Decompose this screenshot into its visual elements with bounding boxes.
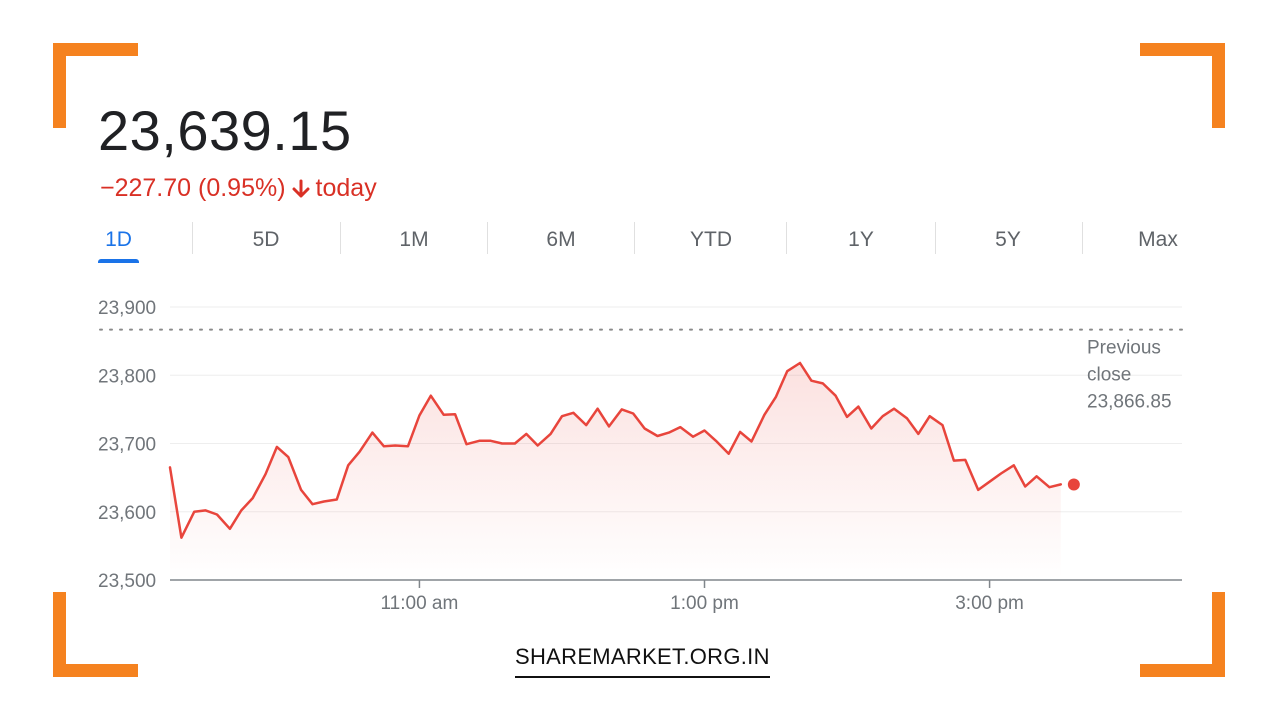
- previous-close-label: close: [1087, 365, 1131, 386]
- tab-1y[interactable]: 1Y: [835, 222, 887, 258]
- corner-bracket-top-right: [1140, 43, 1225, 128]
- corner-bracket-bottom-left: [53, 592, 138, 677]
- tab-label: YTD: [690, 228, 732, 251]
- range-tabs: 1D 5D 1M 6M YTD 1Y 5Y Max: [98, 222, 1182, 264]
- previous-close-label: Previous: [1087, 338, 1161, 359]
- previous-close: Previous close 23,866.85: [99, 328, 1183, 413]
- corner-bracket-bottom-right: [1140, 592, 1225, 677]
- y-tick-label: 23,600: [98, 503, 156, 524]
- current-price: 23,639.15: [98, 99, 352, 162]
- x-tick-label: 3:00 pm: [955, 593, 1024, 614]
- tab-5d[interactable]: 5D: [239, 222, 293, 258]
- tab-divider: [935, 222, 936, 254]
- tab-label: 6M: [546, 228, 576, 251]
- x-tick-label: 11:00 am: [381, 593, 459, 614]
- tab-divider: [786, 222, 787, 254]
- series: [168, 361, 1080, 580]
- y-tick-label: 23,700: [98, 435, 156, 456]
- current-price-dot: [1067, 478, 1080, 491]
- change-value: −227.70 (0.95%): [100, 174, 286, 202]
- series-area: [170, 363, 1061, 580]
- series-line: [168, 361, 1063, 539]
- tab-ytd[interactable]: YTD: [678, 222, 744, 258]
- tab-label: Max: [1138, 228, 1178, 251]
- tab-divider: [634, 222, 635, 254]
- tab-divider: [487, 222, 488, 254]
- x-tick-label: 1:00 pm: [670, 593, 739, 614]
- tab-5y[interactable]: 5Y: [982, 222, 1034, 258]
- brand-watermark: SHAREMARKET.ORG.IN: [515, 644, 770, 678]
- tab-divider: [340, 222, 341, 254]
- axes: 23,900 23,800 23,700 23,600 23,500 11:00 am 1:…: [98, 298, 1182, 614]
- active-tab-indicator: [98, 259, 139, 263]
- tab-label: 5D: [252, 228, 280, 251]
- tab-max[interactable]: Max: [1132, 222, 1184, 258]
- price-change: −227.70 (0.95%) today: [100, 174, 377, 203]
- tab-divider: [192, 222, 193, 254]
- y-tick-label: 23,500: [98, 571, 156, 592]
- y-tick-label: 23,800: [98, 366, 156, 387]
- corner-bracket-top-left: [53, 43, 138, 128]
- arrow-down-icon: [292, 179, 310, 199]
- previous-close-label: 23,866.85: [1087, 392, 1172, 413]
- tab-label: 5Y: [995, 228, 1021, 251]
- y-tick-label: 23,900: [98, 298, 156, 319]
- tab-label: 1Y: [848, 228, 874, 251]
- tab-6m[interactable]: 6M: [534, 222, 588, 258]
- tab-divider: [1082, 222, 1083, 254]
- tab-1m[interactable]: 1M: [386, 222, 442, 258]
- tab-label: 1D: [105, 228, 132, 251]
- tab-label: 1M: [399, 228, 429, 251]
- change-period: today: [315, 174, 377, 202]
- tab-1d[interactable]: 1D: [98, 222, 139, 258]
